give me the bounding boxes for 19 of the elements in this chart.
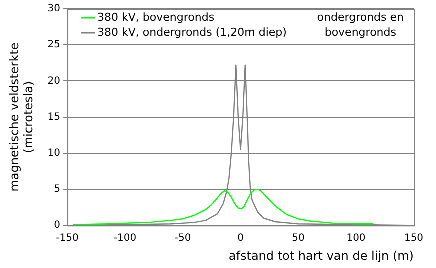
y-tick-label: 20	[48, 76, 61, 87]
x-tick-label: -50	[174, 233, 192, 244]
x-tick-label: 150	[404, 233, 424, 244]
annotation: ondergronds en bovengronds	[317, 10, 404, 39]
x-tick-label: -150	[56, 233, 79, 244]
y-tick-label: 5	[54, 184, 61, 196]
x-tick-label: -100	[114, 233, 137, 244]
x-tick-label: 50	[292, 233, 305, 244]
x-tick-label: 0	[238, 233, 244, 244]
x-axis-title: afstand tot hart van de lijn (m)	[228, 248, 414, 263]
y-tick-label: 25	[48, 40, 61, 51]
y-axis-title: magnetische veldsterkte (microtesla)	[7, 42, 36, 192]
legend-label: 380 kV, bovengronds	[98, 10, 215, 24]
y-tick-label: 30	[48, 4, 61, 15]
legend-label: 380 kV, ondergronds (1,20m diep)	[98, 26, 287, 39]
x-tick-label: 100	[346, 233, 366, 244]
y-tick-label: 15	[48, 112, 61, 123]
y-tick-label: 10	[48, 148, 61, 159]
y-tick-label: 0	[54, 220, 61, 232]
